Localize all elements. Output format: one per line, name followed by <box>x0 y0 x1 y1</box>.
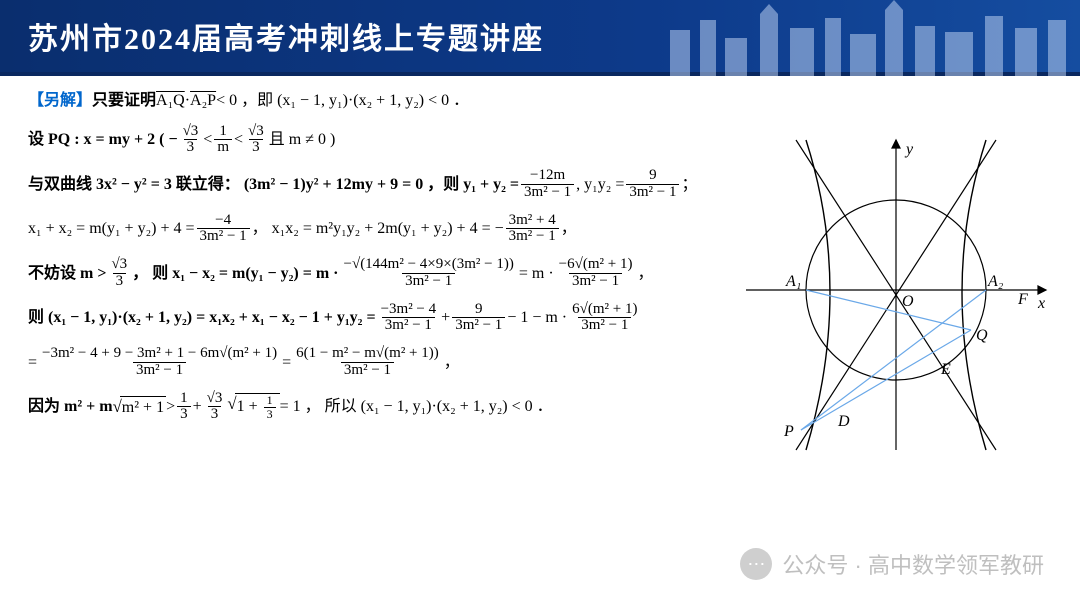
line-8: 因为 m² + m m² + 1 > 13 + √33 1 + 13 = 1 ，… <box>28 391 718 424</box>
line-4: x₁ + x₂ = m(y₁ + y₂) + 4 = −43m² − 1 ， x… <box>28 213 718 246</box>
label-y: y <box>904 141 914 158</box>
label-E: E <box>940 361 951 378</box>
label-A2: A₂ <box>987 273 1004 290</box>
label-P: P <box>783 423 794 440</box>
header-title: 苏州市2024届高考冲刺线上专题讲座 <box>0 14 544 58</box>
label-O: O <box>902 293 914 310</box>
line-3: 与双曲线 3x² − y² = 3 联立得： (3m² − 1)y² + 12m… <box>28 168 718 201</box>
alt-solution-tag: 【另解】 <box>28 90 92 112</box>
line-1: 【另解】 只要证明 A₁Q · A₂P < 0 ，即 (x₁ − 1, y₁)·… <box>28 90 718 112</box>
wechat-icon: ⋯ <box>740 548 772 580</box>
hyperbola-diagram: y x O A₁ A₂ F Q E D P <box>736 130 1056 460</box>
slide-header: 苏州市2024届高考冲刺线上专题讲座 <box>0 0 1080 76</box>
label-F: F <box>1017 291 1028 308</box>
slide-content: 【另解】 只要证明 A₁Q · A₂P < 0 ，即 (x₁ − 1, y₁)·… <box>0 76 1080 460</box>
skyline-graphic <box>660 0 1080 76</box>
label-D: D <box>837 413 850 430</box>
label-x: x <box>1037 295 1045 312</box>
math-column: 【另解】 只要证明 A₁Q · A₂P < 0 ，即 (x₁ − 1, y₁)·… <box>28 90 718 460</box>
line-2: 设 PQ : x = my + 2 ( − √33 < 1m < √33 且 m… <box>28 124 718 157</box>
watermark: ⋯ 公众号 · 高中数学领军教研 <box>740 548 1044 580</box>
label-A1: A₁ <box>785 273 801 290</box>
label-Q: Q <box>976 327 988 344</box>
line-7: = −3m² − 4 + 9 − 3m² + 1 − 6m√(m² + 1)3m… <box>28 346 718 379</box>
line-6: 则 (x₁ − 1, y₁)·(x₂ + 1, y₂) = x₁x₂ + x₁ … <box>28 302 718 335</box>
line-5: 不妨设 m > √33 ， 则 x₁ − x₂ = m(y₁ − y₂) = m… <box>28 257 718 290</box>
